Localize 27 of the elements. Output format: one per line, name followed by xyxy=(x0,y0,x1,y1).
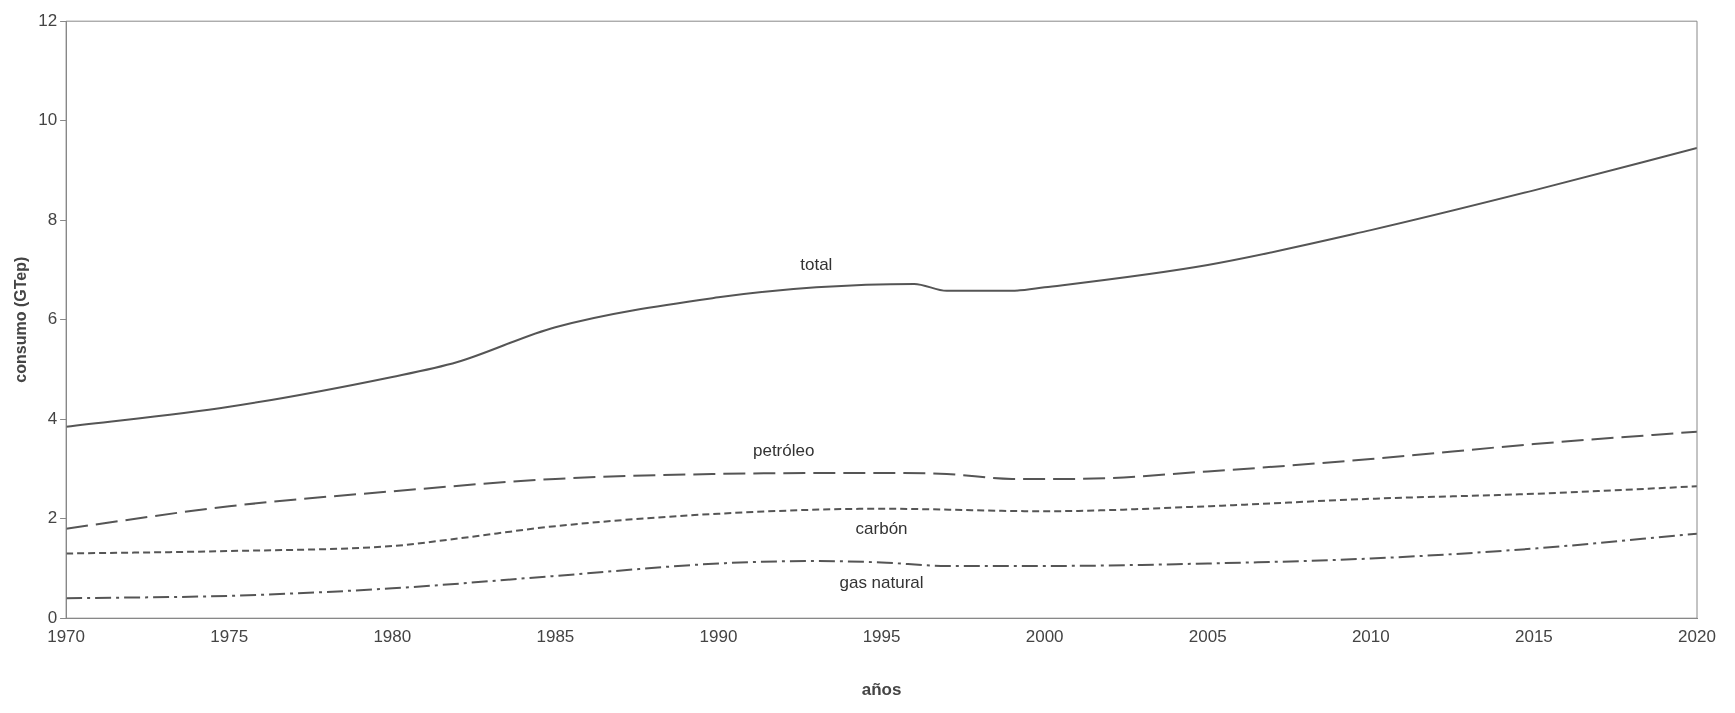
y-tick-label: 4 xyxy=(47,408,58,428)
x-tick-label: 1980 xyxy=(373,627,412,647)
series-label: gas natural xyxy=(839,572,924,592)
x-tick-label: 2000 xyxy=(1025,627,1064,647)
y-axis-title: consumo (GTep) xyxy=(12,256,30,383)
y-tick-label: 8 xyxy=(47,209,58,229)
series-label: petróleo xyxy=(752,441,815,461)
line-series xyxy=(66,485,1697,555)
line-series xyxy=(66,147,1697,428)
x-tick-label: 2015 xyxy=(1515,627,1553,647)
x-tick-label: 1975 xyxy=(210,627,249,647)
y-tick-label: 12 xyxy=(38,10,58,30)
x-tick-label: 1970 xyxy=(47,627,86,647)
line-series xyxy=(66,532,1697,600)
x-axis-title: años xyxy=(861,680,902,700)
x-tick-label: 1990 xyxy=(699,627,738,647)
series-label: total xyxy=(800,254,833,274)
x-tick-label: 1985 xyxy=(536,627,575,647)
series-label: carbón xyxy=(855,518,908,538)
x-tick-label: 2010 xyxy=(1351,627,1390,647)
y-tick-label: 10 xyxy=(38,110,58,130)
x-tick-label: 1995 xyxy=(862,627,901,647)
y-tick-label: 0 xyxy=(47,607,58,627)
y-tick-label: 2 xyxy=(47,508,58,528)
x-tick-label: 2020 xyxy=(1678,627,1716,647)
y-tick-label: 6 xyxy=(47,309,58,329)
x-tick-label: 2005 xyxy=(1188,627,1227,647)
